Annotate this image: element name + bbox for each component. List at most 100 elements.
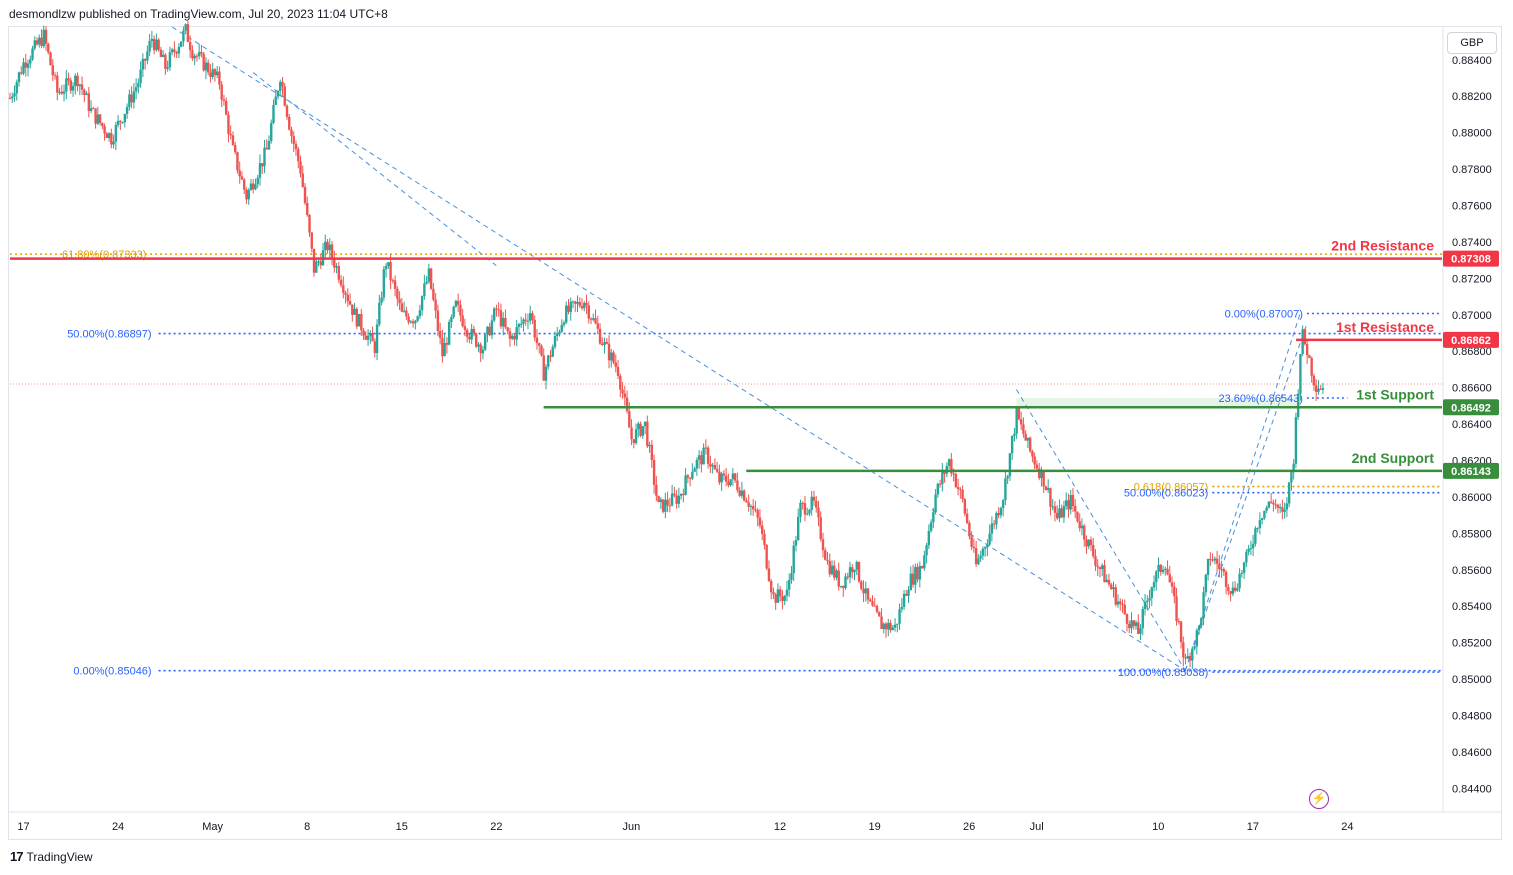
candle-body	[648, 444, 651, 447]
candle-body	[348, 301, 352, 305]
candle-body	[860, 581, 863, 589]
candle-body	[792, 545, 795, 574]
candle-body	[1224, 571, 1228, 587]
candle-body	[596, 323, 599, 329]
candle-body	[83, 89, 86, 95]
candle-body	[283, 86, 286, 106]
candle-body	[272, 104, 275, 123]
candle-body	[1004, 478, 1007, 501]
y-tick-label: 0.87200	[1452, 273, 1492, 285]
candle-body	[161, 54, 165, 57]
candle-body	[22, 62, 25, 74]
candle-body	[312, 248, 316, 273]
candle-body	[806, 513, 809, 515]
candle-body	[835, 570, 838, 578]
candle-body	[42, 29, 45, 47]
candle-body	[623, 393, 627, 398]
candle-body	[38, 37, 41, 45]
candle-body	[481, 349, 485, 354]
candle-body	[882, 623, 885, 629]
candle-body	[1125, 614, 1129, 624]
candle-body	[438, 331, 442, 338]
candle-body	[625, 397, 629, 412]
currency-selector[interactable]: GBP	[1447, 32, 1497, 54]
candle-body	[53, 75, 57, 77]
candle-body	[378, 302, 381, 325]
candle-body	[612, 352, 615, 363]
support-price-badge	[1443, 399, 1499, 416]
candle-body	[119, 120, 122, 123]
candle-body	[1321, 388, 1325, 390]
candle-body	[616, 366, 620, 376]
candle-body	[515, 326, 518, 340]
candle-body	[855, 561, 858, 570]
trend-line	[252, 72, 497, 266]
candle-body	[535, 337, 539, 344]
resistance-price-badge	[1443, 250, 1499, 267]
candle-body	[1132, 620, 1135, 627]
candle-body	[547, 355, 550, 367]
candle-body	[677, 495, 681, 504]
candle-body	[787, 580, 791, 590]
candle-body	[565, 305, 568, 323]
candle-body	[891, 627, 894, 631]
candle-body	[1161, 569, 1165, 573]
candle-body	[1209, 558, 1212, 560]
candle-body	[875, 606, 879, 612]
candle-body	[1215, 558, 1219, 564]
candle-body	[1294, 417, 1298, 464]
candle-body	[501, 317, 505, 327]
candle-body	[357, 313, 361, 327]
candle-body	[1197, 625, 1201, 631]
candle-body	[1060, 508, 1063, 518]
candle-body	[1024, 433, 1027, 441]
candle-body	[1105, 579, 1108, 583]
candle-body	[461, 315, 464, 327]
candle-body	[522, 319, 525, 324]
candle-body	[220, 84, 223, 100]
candle-body	[380, 297, 383, 303]
candle-body	[40, 37, 43, 47]
candle-body	[598, 328, 602, 344]
candle-body	[720, 473, 723, 483]
candle-body	[373, 341, 377, 354]
candle-body	[204, 62, 208, 71]
candle-body	[817, 507, 820, 518]
candle-body	[589, 318, 593, 320]
candle-body	[1053, 506, 1057, 513]
candle-body	[1055, 512, 1059, 519]
lightning-icon[interactable]: ⚡	[1309, 789, 1329, 809]
candle-body	[245, 189, 248, 200]
candle-body	[456, 300, 460, 305]
candle-body	[896, 623, 899, 625]
candle-body	[704, 447, 708, 449]
candle-body	[1202, 592, 1205, 618]
candle-body	[1143, 602, 1147, 609]
candle-body	[1186, 656, 1190, 659]
candle-body	[1218, 563, 1221, 570]
candle-body	[938, 483, 942, 485]
y-tick-label: 0.88000	[1452, 128, 1492, 140]
candle-body	[56, 75, 59, 93]
candle-body	[452, 306, 455, 318]
candle-body	[655, 484, 658, 496]
candle-body	[754, 509, 757, 511]
chart-frame	[8, 26, 1502, 840]
candle-body	[785, 589, 789, 596]
candle-body	[141, 58, 145, 70]
candle-body	[1236, 588, 1239, 591]
y-tick-label: 0.84600	[1452, 747, 1492, 759]
candle-body	[206, 62, 210, 73]
candle-body	[1110, 584, 1113, 590]
candle-body	[950, 459, 953, 474]
candle-body	[243, 179, 246, 190]
candle-body	[236, 152, 239, 171]
candle-body	[1247, 548, 1250, 552]
x-tick-label: 8	[304, 821, 310, 833]
tradingview-logo[interactable]: 17 TradingView	[10, 849, 93, 864]
candle-body	[1238, 573, 1241, 589]
candle-body	[776, 589, 780, 603]
candle-body	[1211, 559, 1214, 561]
candle-body	[1103, 565, 1106, 583]
